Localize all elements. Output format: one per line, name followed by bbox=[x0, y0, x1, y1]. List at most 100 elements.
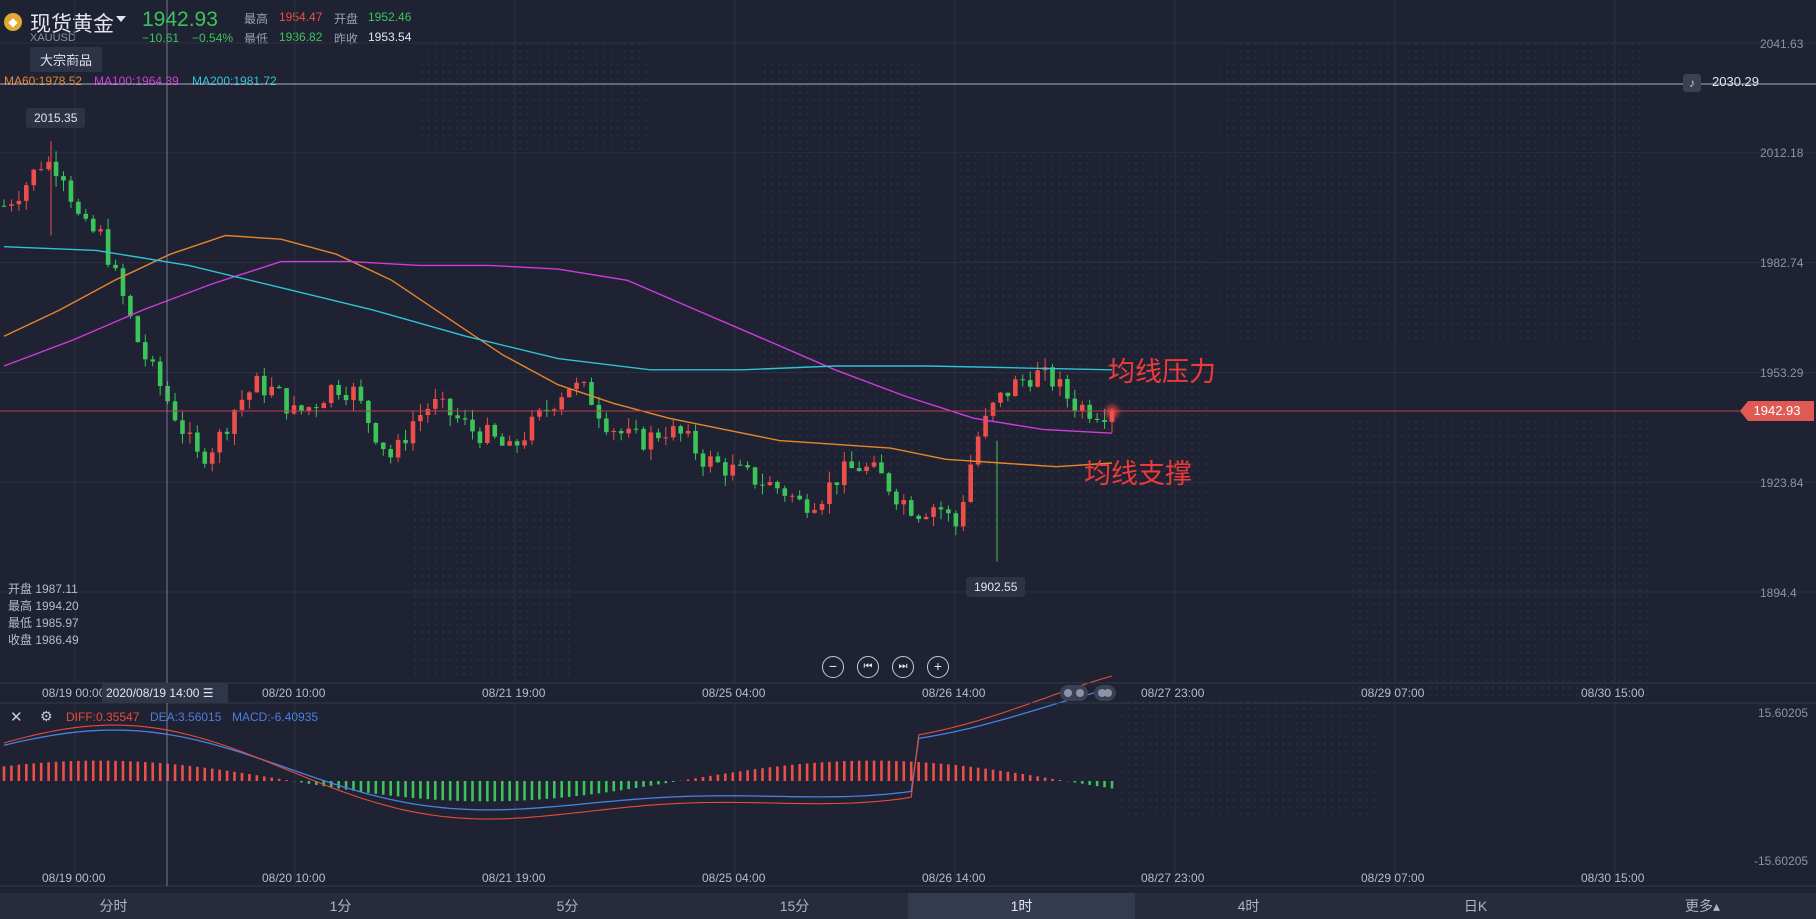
candle-body-89 bbox=[663, 437, 669, 439]
candle-body-77 bbox=[574, 382, 579, 390]
candle-body-73 bbox=[544, 409, 550, 411]
candle-body-88 bbox=[656, 432, 661, 439]
candle-body-9 bbox=[68, 180, 74, 202]
candle-body-4 bbox=[31, 169, 37, 186]
candle-body-143 bbox=[1065, 379, 1070, 399]
candle-body-24 bbox=[180, 420, 185, 434]
candle-body-50 bbox=[373, 423, 379, 443]
high-value: 1954.47 bbox=[279, 10, 323, 24]
resistance-annotation: 均线压力 bbox=[1108, 357, 1216, 387]
close-icon[interactable]: ✕ bbox=[10, 709, 23, 726]
candle-body-124 bbox=[923, 516, 929, 520]
candle-body-44 bbox=[328, 385, 334, 404]
chart-grid bbox=[0, 0, 1816, 886]
candle-body-114 bbox=[849, 461, 855, 469]
candle-body-144 bbox=[1072, 398, 1078, 412]
open-value: 1952.46 bbox=[368, 10, 412, 24]
candle-body-39 bbox=[291, 405, 297, 414]
live-price-dot bbox=[1102, 402, 1122, 422]
x-label-3: 08/21 19:00 bbox=[482, 686, 546, 700]
scroll-start-button[interactable]: ⏮ bbox=[857, 656, 879, 678]
candle-body-60 bbox=[447, 398, 453, 416]
candle-body-81 bbox=[604, 418, 609, 433]
candle-body-101 bbox=[752, 467, 758, 485]
candle-body-68 bbox=[507, 441, 512, 446]
tab-4hour[interactable]: 4时 bbox=[1237, 898, 1260, 914]
candle-body-147 bbox=[1094, 418, 1100, 421]
macd-x-label-5: 08/26 14:00 bbox=[922, 871, 986, 885]
candle-body-43 bbox=[321, 403, 327, 409]
candle-body-127 bbox=[946, 509, 951, 514]
tab-more[interactable]: 更多▴ bbox=[1684, 898, 1721, 914]
candle-body-69 bbox=[514, 441, 520, 446]
candle-body-91 bbox=[678, 426, 683, 434]
tab-5min[interactable]: 5分 bbox=[556, 898, 579, 914]
ohlc-low: 最低 1985.97 bbox=[8, 616, 79, 630]
y-label-5: 1923.84 bbox=[1760, 476, 1804, 490]
candle-body-148 bbox=[1102, 420, 1107, 423]
candle-body-66 bbox=[492, 424, 498, 437]
candle-body-113 bbox=[841, 461, 847, 486]
candle-body-51 bbox=[380, 442, 386, 450]
moving-average-lines bbox=[3, 234, 1113, 468]
candle-body-41 bbox=[306, 407, 312, 412]
candle-body-46 bbox=[343, 395, 349, 401]
candle-body-95 bbox=[708, 456, 713, 467]
tab-1hour[interactable]: 1时 bbox=[908, 893, 1135, 919]
tab-15min[interactable]: 15分 bbox=[779, 898, 810, 914]
zoom-out-button[interactable]: − bbox=[822, 656, 844, 678]
tab-daily[interactable]: 日K bbox=[1463, 898, 1488, 914]
candle-body-26 bbox=[195, 432, 200, 452]
candle-body-10 bbox=[76, 201, 81, 214]
candle-body-100 bbox=[745, 465, 750, 468]
candle-body-31 bbox=[232, 409, 237, 434]
scroll-end-button[interactable]: ⏭ bbox=[892, 656, 914, 678]
macd-diff-legend: DIFF:0.35547 bbox=[66, 710, 140, 724]
candle-body-122 bbox=[908, 500, 914, 516]
tab-1min[interactable]: 1分 bbox=[329, 898, 352, 914]
instrument-symbol: XAUUSD bbox=[30, 32, 76, 44]
macd-x-label-2: 08/20 10:00 bbox=[262, 871, 326, 885]
candle-body-135 bbox=[1005, 392, 1011, 397]
bell-icon[interactable]: ♪ bbox=[1683, 74, 1701, 92]
candle-body-65 bbox=[485, 424, 490, 444]
gear-icon[interactable]: ⚙ bbox=[40, 708, 53, 724]
candle-body-25 bbox=[187, 432, 193, 434]
candle-body-99 bbox=[737, 464, 743, 466]
chevron-down-icon[interactable] bbox=[116, 16, 126, 22]
candle-body-62 bbox=[462, 418, 468, 420]
candle-body-125 bbox=[931, 507, 936, 517]
ma-line-ma200 bbox=[3, 246, 1113, 371]
candle-body-86 bbox=[641, 428, 646, 450]
candle-body-137 bbox=[1020, 379, 1026, 381]
category-badge[interactable]: 大宗商品 bbox=[30, 47, 103, 72]
candle-body-55 bbox=[410, 421, 416, 444]
alert-price[interactable]: 2030.29 bbox=[1712, 74, 1759, 89]
macd-y-top: 15.60205 bbox=[1758, 706, 1809, 720]
candle-body-2 bbox=[16, 200, 22, 205]
candle-body-146 bbox=[1087, 404, 1092, 419]
candle-body-29 bbox=[217, 431, 222, 453]
candle-body-134 bbox=[998, 392, 1003, 403]
tab-intraday[interactable]: 分时 bbox=[99, 898, 128, 914]
candle-body-14 bbox=[105, 229, 111, 265]
candle-body-96 bbox=[715, 456, 721, 463]
price-chart[interactable] bbox=[0, 0, 1816, 893]
low-value: 1936.82 bbox=[279, 30, 323, 44]
candle-body-3 bbox=[24, 185, 29, 201]
candle-body-22 bbox=[165, 386, 170, 402]
candle-body-87 bbox=[648, 432, 654, 450]
candle-body-111 bbox=[827, 482, 832, 504]
candle-body-37 bbox=[276, 386, 282, 389]
candle-body-110 bbox=[819, 503, 825, 510]
candle-body-104 bbox=[775, 482, 780, 489]
candle-body-116 bbox=[864, 466, 869, 472]
zoom-in-button[interactable]: + bbox=[927, 656, 949, 678]
y-label-2: 2012.18 bbox=[1760, 146, 1804, 160]
candle-body-1 bbox=[9, 204, 14, 206]
candle-body-139 bbox=[1035, 370, 1040, 387]
candle-body-84 bbox=[626, 428, 631, 434]
candle-body-70 bbox=[522, 440, 527, 446]
instrument-name[interactable]: 现货黄金 bbox=[30, 13, 114, 36]
ma-line-ma100 bbox=[3, 260, 1113, 434]
